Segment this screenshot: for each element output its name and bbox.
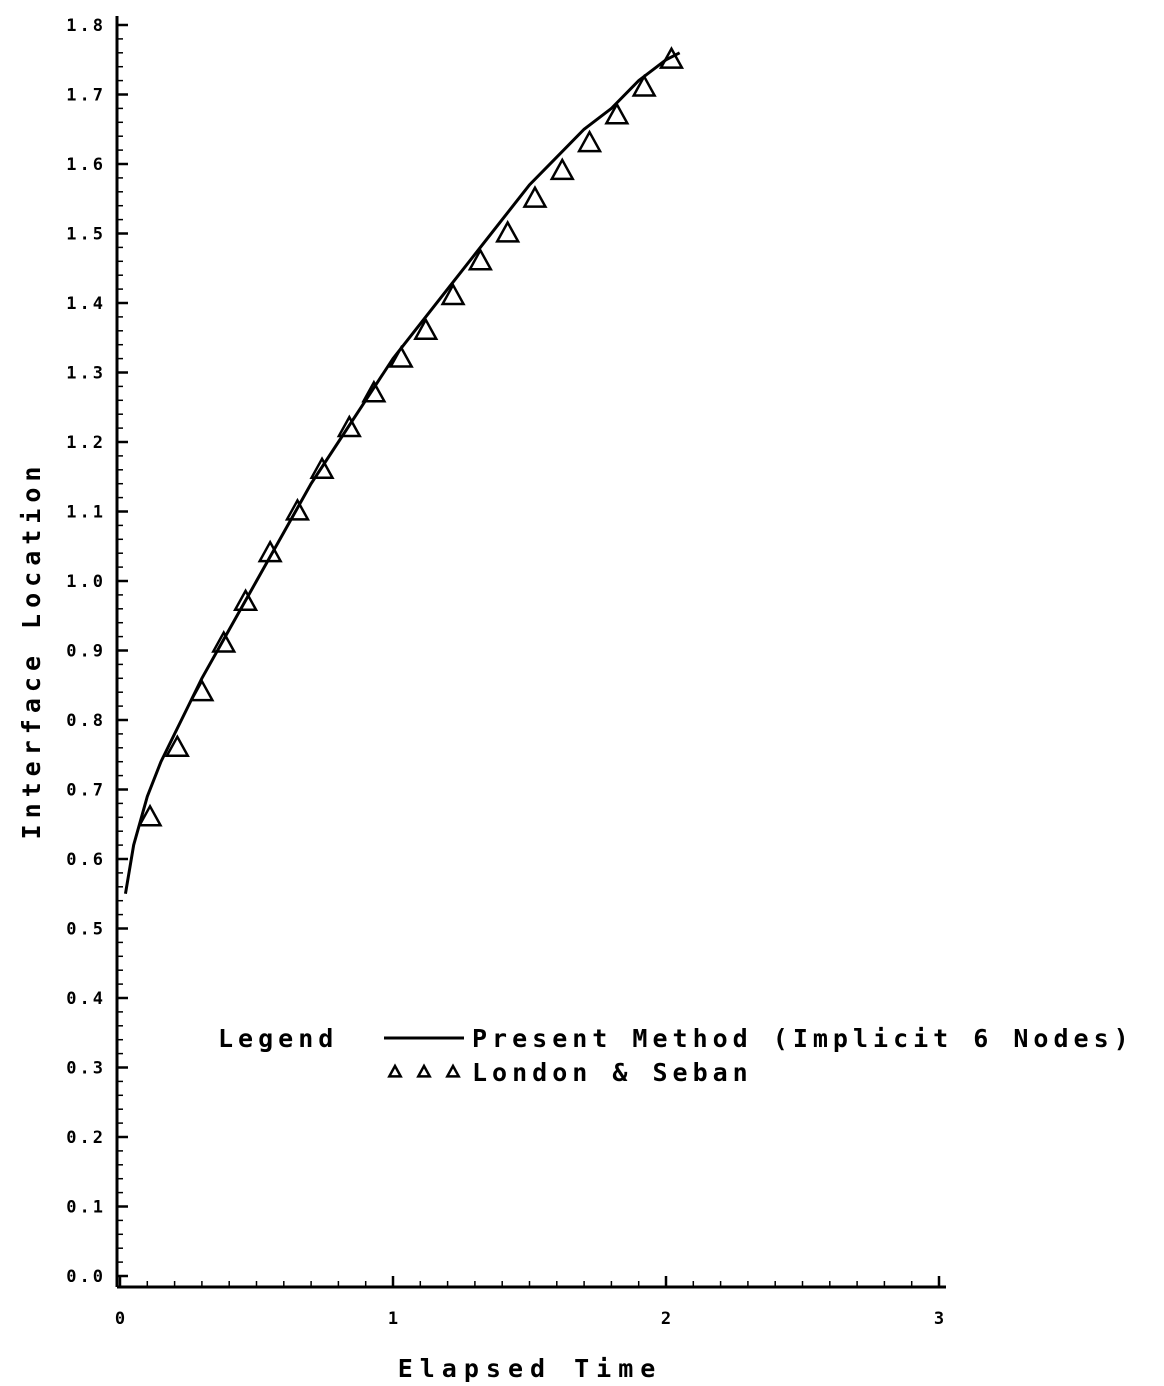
data-point-london-seban [576,129,603,153]
y-tick-label: 1.5 [66,225,106,245]
data-point-london-seban [495,219,521,243]
legend: Legend Present Method (Implicit 6 Nodes)… [218,1024,1134,1087]
y-tick-label: 0.6 [66,850,106,870]
data-point-london-seban [309,456,335,479]
x-axis-title: Elapsed Time [398,1354,663,1383]
data-point-london-seban [522,185,548,208]
data-point-london-seban [658,46,685,69]
y-tick-label: 0.3 [66,1059,106,1079]
y-tick-label: 0.4 [66,989,106,1009]
legend-triangle-icon [387,1063,403,1078]
legend-label-present-method: Present Method (Implicit 6 Nodes) [472,1024,1134,1053]
y-tick-label: 1.1 [66,503,106,523]
y-axis-ticks: 0.0 0.1 0.2 0.3 0.4 0.5 0.6 0.7 0.8 0.9 1.0 1.1 1.2 1… [66,16,128,1287]
y-tick-label: 0.0 [66,1267,106,1287]
legend-triangle-icon [445,1063,461,1078]
data-point-london-seban [211,629,237,653]
series-line-present-method [123,51,681,894]
x-tick-label: 2 [661,1309,671,1329]
y-tick-label: 0.7 [66,781,106,801]
legend-title: Legend [218,1024,338,1053]
y-tick-label: 0.1 [66,1198,106,1218]
plot-area [123,46,685,894]
y-tick-label: 1.4 [66,294,106,314]
y-tick-label: 1.6 [66,155,106,175]
x-tick-label: 0 [115,1309,125,1329]
y-tick-label: 0.9 [66,642,106,662]
y-tick-label: 0.2 [66,1128,106,1148]
x-axis-ticks: 0 1 2 3 [115,1276,944,1329]
y-tick-label: 0.8 [66,711,106,731]
data-point-london-seban [137,803,163,827]
y-tick-label: 0.5 [66,920,106,940]
legend-label-london-seban: London & Seban [472,1058,753,1087]
y-axis: 0.0 0.1 0.2 0.3 0.4 0.5 0.6 0.7 0.8 0.9 1.0 1.1 1.2 1… [66,16,128,1287]
y-tick-label: 1.8 [66,16,106,36]
x-tick-label: 3 [934,1309,944,1329]
data-point-london-seban [467,247,493,271]
data-point-london-seban [164,734,190,757]
data-point-london-seban [604,101,630,125]
y-tick-label: 1.7 [66,86,106,106]
legend-marker-swatch [387,1063,461,1078]
x-tick-label: 1 [388,1309,398,1329]
data-point-london-seban [233,588,259,612]
data-point-london-seban [388,345,414,368]
data-point-london-seban [336,414,362,438]
y-tick-label: 1.3 [66,364,106,384]
data-point-london-seban [189,678,215,702]
data-point-london-seban [440,282,466,306]
data-point-london-seban [361,379,387,403]
data-point-london-seban [257,539,283,563]
y-tick-label: 1.2 [66,433,106,453]
data-point-london-seban [549,157,575,181]
y-axis-title: Interface Location [17,461,46,840]
data-point-london-seban [284,497,311,521]
data-point-london-seban [413,317,439,340]
legend-triangle-icon [416,1063,432,1078]
y-tick-label: 1.0 [66,572,106,592]
x-axis: 0 1 2 3 [115,1276,946,1329]
data-point-london-seban [631,73,657,97]
